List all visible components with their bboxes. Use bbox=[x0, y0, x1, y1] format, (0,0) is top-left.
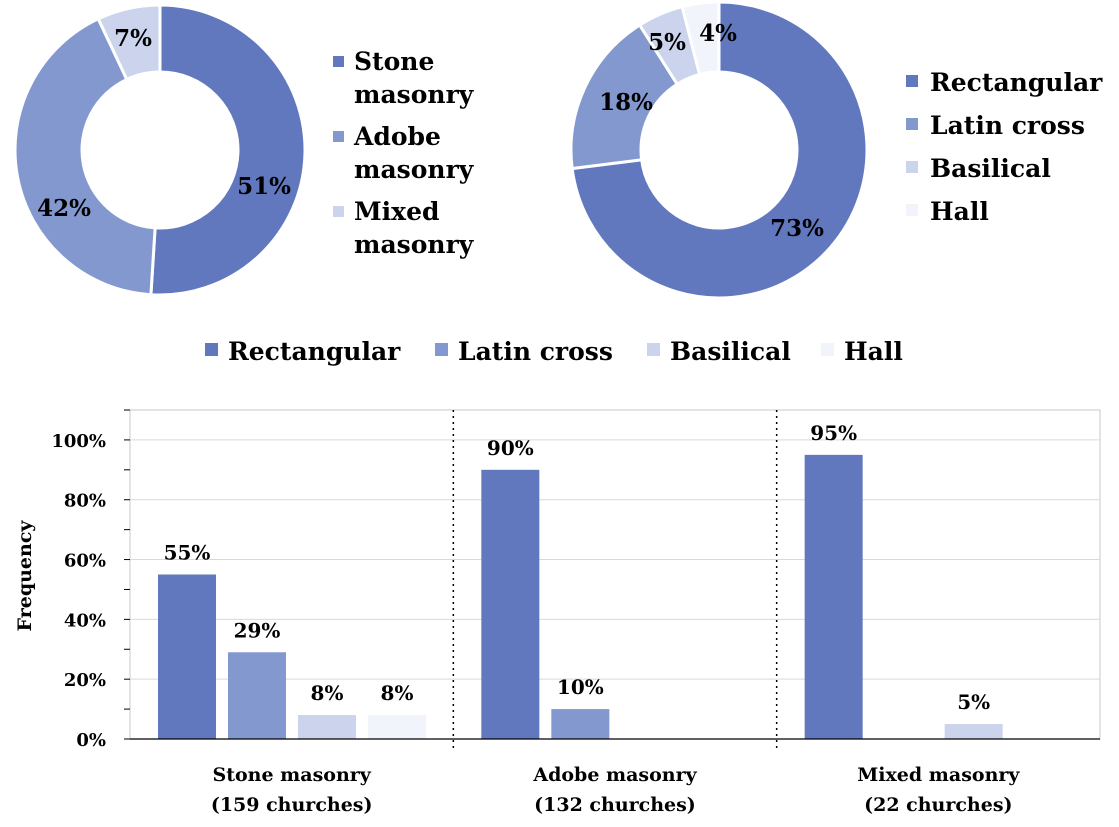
legend-bar-chart: Rectangular Latin cross Basilical Hall bbox=[205, 337, 903, 366]
bar-data-label: 10% bbox=[557, 675, 604, 699]
bar-data-label: 5% bbox=[957, 690, 990, 714]
legend-swatch bbox=[333, 56, 344, 67]
x-category-label: Stone masonry bbox=[212, 764, 371, 786]
layout-data-label: 5% bbox=[648, 29, 686, 56]
donut-chart-layout: 73% 18% 5% 4% bbox=[569, 0, 869, 300]
legend-swatch bbox=[906, 75, 918, 87]
y-tick-label: 20% bbox=[64, 670, 106, 691]
y-tick-label: 0% bbox=[76, 730, 106, 751]
x-category-label: Mixed masonry bbox=[857, 764, 1020, 786]
legend-label: Hall bbox=[930, 197, 989, 226]
masonry-slice-3 bbox=[96, 3, 162, 82]
legend-swatch bbox=[205, 343, 218, 356]
legend-label: Stone bbox=[354, 47, 434, 76]
bar-data-label: 95% bbox=[810, 421, 857, 445]
bar-data-label: 8% bbox=[311, 681, 344, 705]
legend-swatch bbox=[906, 204, 918, 216]
x-category-label: (132 churches) bbox=[534, 794, 696, 816]
legend-label: Basilical bbox=[670, 337, 791, 366]
masonry-slice-2 bbox=[13, 16, 157, 297]
x-category-label: (22 churches) bbox=[864, 794, 1012, 816]
layout-data-label: 73% bbox=[770, 215, 824, 242]
legend-swatch bbox=[333, 206, 344, 217]
legend-label: masonry bbox=[354, 80, 475, 109]
bar-data-label: 29% bbox=[234, 618, 281, 642]
legend-label: Latin cross bbox=[458, 337, 613, 366]
layout-slice-1 bbox=[570, 0, 869, 300]
layout-data-label: 18% bbox=[599, 89, 653, 116]
layout-slice-4 bbox=[680, 0, 721, 77]
legend-label: Latin cross bbox=[930, 111, 1085, 140]
y-tick-label: 80% bbox=[64, 491, 106, 512]
legend-label: Rectangular bbox=[228, 337, 401, 366]
y-tick-label: 60% bbox=[64, 551, 106, 572]
masonry-slice-1 bbox=[149, 3, 307, 297]
legend-label: masonry bbox=[354, 230, 475, 259]
bar-basilical bbox=[298, 715, 356, 739]
bar-data-label: 8% bbox=[381, 681, 414, 705]
layout-slice-2 bbox=[569, 22, 680, 171]
x-category-label: (159 churches) bbox=[211, 794, 373, 816]
legend-label: Adobe bbox=[353, 122, 441, 151]
bar-chart: 0% 20% 40% 60% 80% 100% 55% 29% 8% 8% Stone masonr… bbox=[14, 409, 1101, 816]
legend-layout: Rectangular Latin cross Basilical Hall bbox=[906, 68, 1103, 226]
bar-latin-cross bbox=[228, 652, 286, 739]
masonry-data-label: 51% bbox=[237, 173, 291, 200]
bar-basilical bbox=[944, 724, 1003, 739]
legend-label: Mixed bbox=[354, 197, 439, 226]
legend-swatch bbox=[435, 343, 448, 356]
bar-hall bbox=[368, 715, 426, 739]
legend-label: Rectangular bbox=[930, 68, 1103, 97]
y-tick-label: 40% bbox=[64, 610, 106, 631]
y-axis-label: Frequency bbox=[14, 520, 36, 632]
donut-chart-masonry: 51% 42% 7% bbox=[13, 3, 307, 297]
bar-latin-cross bbox=[551, 709, 610, 739]
bar-rectangular bbox=[481, 469, 540, 739]
bar-rectangular bbox=[804, 454, 863, 739]
x-category-label: Adobe masonry bbox=[532, 764, 697, 786]
masonry-data-label: 42% bbox=[37, 195, 91, 222]
legend-label: Hall bbox=[844, 337, 903, 366]
bar-data-label: 55% bbox=[164, 541, 211, 565]
layout-data-label: 4% bbox=[699, 20, 737, 47]
legend-swatch bbox=[647, 343, 660, 356]
bar-data-label: 90% bbox=[487, 436, 534, 460]
legend-swatch bbox=[821, 343, 834, 356]
bar-rectangular bbox=[158, 574, 216, 739]
legend-swatch bbox=[906, 118, 918, 130]
y-tick-label: 100% bbox=[51, 431, 106, 452]
legend-label: Basilical bbox=[930, 154, 1051, 183]
masonry-data-label: 7% bbox=[114, 25, 152, 52]
legend-swatch bbox=[906, 161, 918, 173]
legend-label: masonry bbox=[354, 155, 475, 184]
legend-swatch bbox=[333, 131, 344, 142]
legend-masonry: Stone masonry Adobe masonry Mixed masonry bbox=[333, 47, 475, 259]
